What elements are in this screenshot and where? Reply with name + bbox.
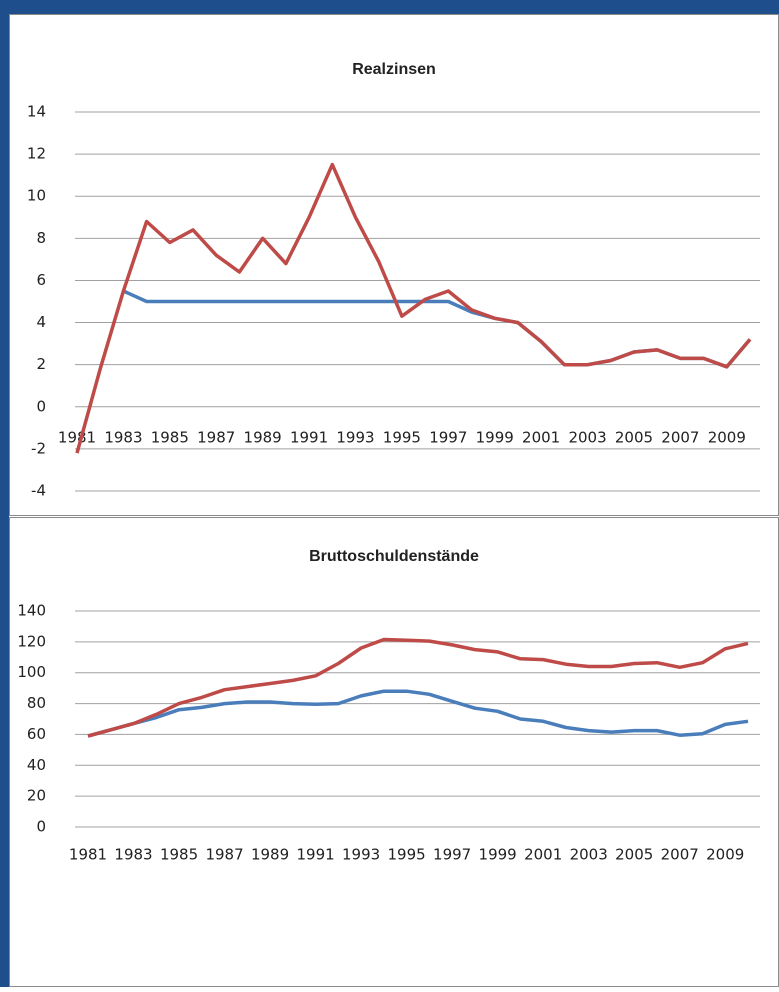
chart-title: Bruttoschuldenstände	[309, 548, 479, 565]
x-tick-label: 1987	[205, 846, 243, 864]
y-tick-label: 140	[17, 602, 46, 620]
side-bar	[0, 14, 9, 987]
x-tick-label: 1981	[69, 846, 107, 864]
x-tick-label: 2007	[661, 428, 699, 446]
y-tick-label: 40	[27, 756, 46, 774]
x-tick-label: 1993	[336, 428, 374, 446]
x-tick-label: 2003	[570, 846, 608, 864]
y-tick-label: 120	[17, 632, 46, 650]
x-tick-label: 1989	[244, 428, 282, 446]
y-tick-label: -2	[31, 439, 46, 457]
x-tick-label: 2005	[615, 846, 653, 864]
x-tick-label: 1991	[290, 428, 328, 446]
x-tick-label: 1991	[296, 846, 334, 864]
chart-panel	[9, 14, 779, 516]
y-tick-label: 10	[27, 187, 46, 205]
x-tick-label: 2001	[524, 846, 562, 864]
x-tick-label: 2009	[708, 428, 746, 446]
x-tick-label: 1995	[383, 428, 421, 446]
x-tick-label: 1993	[342, 846, 380, 864]
y-tick-label: -4	[31, 482, 46, 500]
y-tick-label: 100	[17, 663, 46, 681]
y-tick-label: 2	[36, 355, 46, 373]
x-tick-label: 1999	[476, 428, 514, 446]
header-bar	[0, 0, 779, 14]
x-tick-label: 1997	[433, 846, 471, 864]
x-tick-label: 1985	[160, 846, 198, 864]
x-tick-label: 1989	[251, 846, 289, 864]
y-tick-label: 4	[36, 313, 46, 331]
x-tick-label: 2003	[568, 428, 606, 446]
data-line	[87, 689, 749, 738]
chart-title: Realzinsen	[352, 61, 436, 78]
x-tick-label: 1983	[114, 846, 152, 864]
x-tick-label: 1995	[388, 846, 426, 864]
data-line	[75, 162, 752, 454]
x-tick-label: 1981	[58, 428, 96, 446]
x-tick-label: 2001	[522, 428, 560, 446]
y-tick-label: 0	[36, 397, 46, 415]
chart-panel	[9, 517, 779, 987]
x-tick-label: 2005	[615, 428, 653, 446]
y-tick-label: 6	[36, 271, 46, 289]
x-tick-label: 1987	[197, 428, 235, 446]
y-tick-label: 0	[36, 818, 46, 836]
data-line	[87, 637, 749, 738]
y-tick-label: 8	[36, 229, 46, 247]
y-tick-label: 12	[27, 145, 46, 163]
x-tick-label: 2009	[706, 846, 744, 864]
x-tick-label: 1999	[479, 846, 517, 864]
x-tick-label: 1997	[429, 428, 467, 446]
y-tick-label: 14	[27, 103, 46, 121]
y-tick-label: 80	[27, 694, 46, 712]
x-tick-label: 2007	[661, 846, 699, 864]
y-tick-label: 60	[27, 725, 46, 743]
y-tick-label: 20	[27, 787, 46, 805]
x-tick-label: 1985	[151, 428, 189, 446]
x-tick-label: 1983	[104, 428, 142, 446]
